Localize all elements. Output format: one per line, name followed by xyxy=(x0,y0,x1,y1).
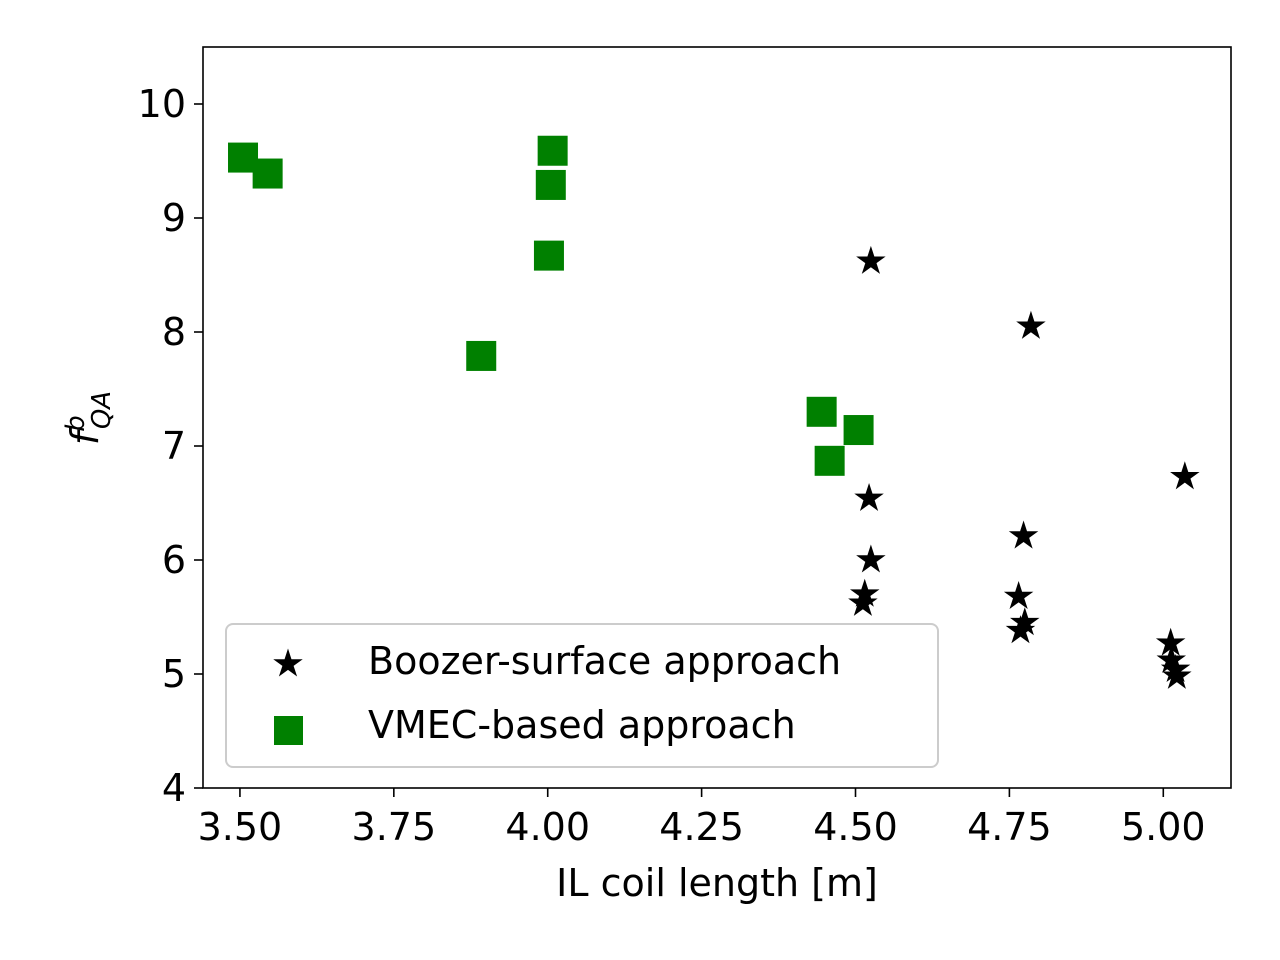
plot-frame xyxy=(202,46,1232,789)
boozer-point xyxy=(856,245,886,274)
y-axis-label-sub: QA xyxy=(87,391,117,429)
legend-square-marker xyxy=(274,716,303,745)
boozer-point xyxy=(1005,615,1036,644)
boozer-point xyxy=(1162,660,1192,689)
y-tick-label: 7 xyxy=(162,424,186,468)
x-tick-label: 4.25 xyxy=(659,805,744,849)
svg-text:fbQA: fbQA xyxy=(61,391,117,445)
x-tick-label: 4.50 xyxy=(813,805,898,849)
boozer-point xyxy=(854,482,884,511)
boozer-point xyxy=(1008,520,1039,549)
vmec-point xyxy=(252,158,283,189)
legend-label-boozer: Boozer-surface approach xyxy=(368,639,841,683)
boozer-point xyxy=(1155,627,1186,656)
legend: Boozer-surface approach VMEC-based appro… xyxy=(225,623,939,768)
y-tick-label: 8 xyxy=(162,310,186,354)
x-tick-label: 5.00 xyxy=(1121,805,1206,849)
legend-star-marker xyxy=(273,648,303,677)
legend-star xyxy=(273,648,303,677)
boozer-point xyxy=(1156,644,1187,673)
y-axis-label-sup: b xyxy=(61,415,91,432)
x-tick-label: 4.75 xyxy=(967,805,1052,849)
x-tick-label: 4.00 xyxy=(505,805,590,849)
legend-square xyxy=(274,716,303,745)
vmec-point xyxy=(533,240,564,271)
y-axis-label: fbQA xyxy=(61,391,117,445)
vmec-point xyxy=(814,445,845,476)
boozer-point xyxy=(1003,580,1034,610)
boozer-point xyxy=(856,544,886,573)
vmec-point xyxy=(806,396,837,427)
y-tick-label: 9 xyxy=(162,196,186,240)
vmec-point xyxy=(843,415,874,446)
vmec-point xyxy=(537,135,568,166)
legend-label-vmec: VMEC-based approach xyxy=(368,703,796,747)
y-tick-label: 6 xyxy=(162,538,186,582)
boozer-point xyxy=(850,578,880,607)
y-tick-label: 10 xyxy=(138,82,186,126)
x-tick-label: 3.75 xyxy=(352,805,437,849)
legend-frame xyxy=(225,623,939,768)
boozer-point xyxy=(1016,310,1046,339)
vmec-point xyxy=(466,340,497,371)
vmec-point xyxy=(535,169,566,200)
x-tick-label: 3.50 xyxy=(198,805,283,849)
boozer-point xyxy=(1170,461,1200,490)
boozer-point xyxy=(848,587,878,616)
x-axis-label: IL coil length [m] xyxy=(556,861,878,905)
boozer-point xyxy=(1010,607,1040,636)
data-marks xyxy=(228,135,1200,689)
y-tick-label: 5 xyxy=(162,652,186,696)
axis-ticks: 3.50 3.75 4.00 4.25 4.50 4.75 5.00 4 5 6 7 8 9 10 xyxy=(138,82,1206,849)
y-tick-label: 4 xyxy=(162,766,186,810)
